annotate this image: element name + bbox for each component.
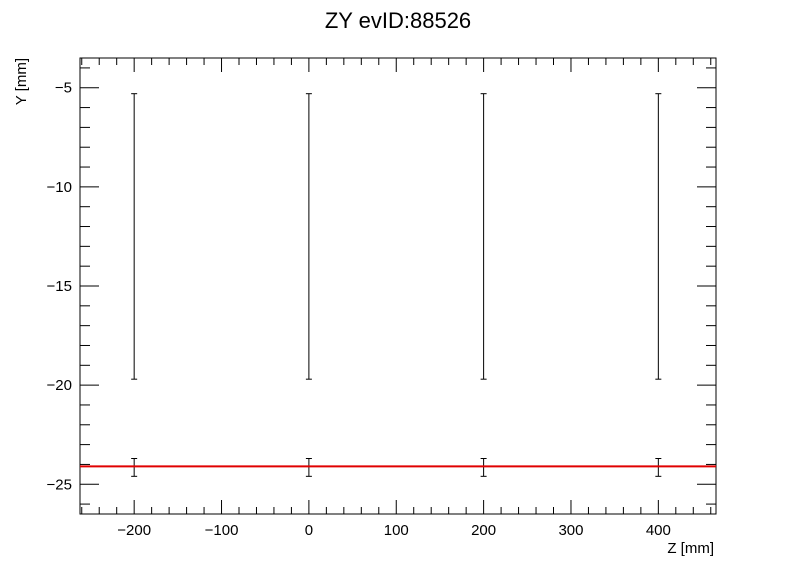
- x-tick-label: −200: [117, 522, 151, 539]
- plot-frame: [79, 57, 717, 515]
- y-tick-label: −25: [47, 476, 72, 493]
- x-tick-label: 200: [471, 522, 496, 539]
- y-axis-tick-labels: −5 −10 −15 −20 −25: [47, 80, 72, 494]
- y-tick-label: −15: [47, 278, 72, 295]
- y-axis-title: Y [mm]: [13, 58, 30, 105]
- x-tick-label: 0: [305, 522, 313, 539]
- x-axis-title: Z [mm]: [667, 540, 714, 557]
- y-tick-label: −20: [47, 377, 72, 394]
- y-axis-ticks: [80, 67, 716, 505]
- x-tick-label: 300: [558, 522, 583, 539]
- x-tick-label: −100: [205, 522, 239, 539]
- x-axis-ticks: [81, 58, 712, 514]
- y-tick-label: −10: [47, 179, 72, 196]
- error-bar-series: [131, 93, 662, 477]
- chart-title: ZY evID:88526: [325, 8, 471, 33]
- x-axis-tick-labels: −200 −100 0 100 200 300 400: [117, 522, 671, 539]
- x-tick-label: 400: [646, 522, 671, 539]
- x-tick-label: 100: [384, 522, 409, 539]
- y-tick-label: −5: [55, 80, 72, 97]
